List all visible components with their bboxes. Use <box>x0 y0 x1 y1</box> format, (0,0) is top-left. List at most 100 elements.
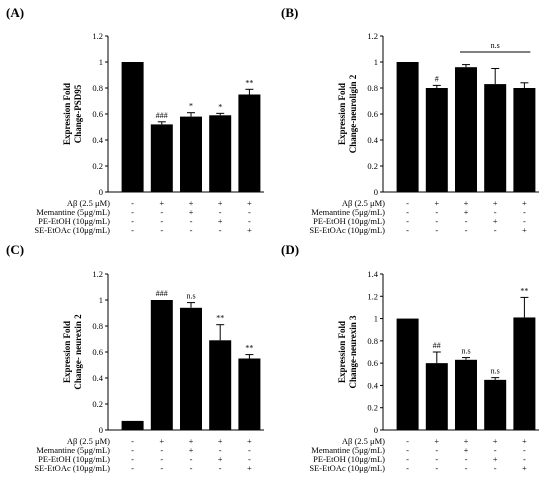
y-axis-label: Change-neurexin 3 <box>348 315 358 389</box>
y-tick-label: 1.4 <box>367 269 378 279</box>
treatment-mark: + <box>159 436 164 446</box>
treatment-label: Memantine (5μg/mL) <box>36 207 110 217</box>
bar-chart-svg: Expression Fold Change-neurexin 3 0 0.2 0.4 0… <box>309 269 539 473</box>
treatment-mark: - <box>406 225 409 235</box>
treatment-mark: + <box>218 216 223 226</box>
treatment-label: Memantine (5μg/mL) <box>36 445 110 455</box>
treatment-mark: - <box>160 454 163 464</box>
y-tick-label: 0.4 <box>367 135 378 145</box>
significance-label: ### <box>156 111 168 120</box>
significance-label: * <box>189 102 193 111</box>
treatment-mark: - <box>248 445 251 455</box>
treatment-mark: + <box>247 225 252 235</box>
y-tick-label: 0.4 <box>92 373 103 383</box>
treatment-mark: - <box>190 463 193 473</box>
treatment-mark: + <box>464 436 469 446</box>
treatment-label: Aβ (2.5 μM) <box>342 198 385 208</box>
treatment-mark: - <box>494 445 497 455</box>
bar <box>238 94 261 192</box>
treatment-label: SE-EtOAc (10μg/mL) <box>34 225 110 235</box>
treatment-mark: - <box>406 198 409 208</box>
treatment-mark: - <box>523 445 526 455</box>
treatment-mark: - <box>190 225 193 235</box>
treatment-mark: - <box>131 436 134 446</box>
significance-label: # <box>435 74 439 83</box>
treatment-mark: - <box>131 225 134 235</box>
y-tick-label: 0.4 <box>92 135 103 145</box>
bar-chart-svg: Expression Fold Change-PSD95 0 0.2 0.4 0.6 0.8… <box>34 31 264 235</box>
bar <box>513 317 536 430</box>
treatment-label: Aβ (2.5 μM) <box>67 436 110 446</box>
treatment-mark: + <box>493 436 498 446</box>
treatment-mark: - <box>190 454 193 464</box>
treatment-mark: + <box>247 436 252 446</box>
y-tick-label: 1.2 <box>367 31 378 41</box>
treatment-mark: - <box>219 463 222 473</box>
bar <box>455 359 477 430</box>
y-axis-label: Expression Fold <box>62 321 72 383</box>
treatment-mark: - <box>131 216 134 226</box>
chart-panel-b: (B) Expression Fold Change-neuroligin 2 0 0… <box>275 0 550 238</box>
treatment-mark: - <box>406 445 409 455</box>
treatment-mark: - <box>406 454 409 464</box>
significance-label: ** <box>520 286 528 295</box>
y-axis-label: Expression Fold <box>337 321 347 383</box>
bar <box>425 88 448 192</box>
treatment-mark: + <box>493 216 498 226</box>
y-axis-label: Change-neuroligin 2 <box>348 74 358 153</box>
bar <box>484 84 507 192</box>
treatment-mark: - <box>494 207 497 217</box>
treatment-mark: - <box>465 454 468 464</box>
y-tick-label: 0.8 <box>92 321 103 331</box>
treatment-label: Aβ (2.5 μM) <box>67 198 110 208</box>
y-tick-label: 0 <box>374 425 378 435</box>
bar <box>180 116 202 192</box>
y-tick-label: 0 <box>99 425 103 435</box>
treatment-mark: + <box>434 436 439 446</box>
treatment-label: PE-EtOH (10μg/mL) <box>38 454 110 464</box>
significance-label: n.s <box>186 292 195 301</box>
bar <box>238 358 261 430</box>
treatment-mark: - <box>465 463 468 473</box>
treatment-mark: - <box>219 225 222 235</box>
treatment-mark: - <box>248 454 251 464</box>
y-tick-label: 1 <box>99 57 103 67</box>
chart-panel-a: (A) Expression Fold Change-PSD95 0 0.2 0.4 0.… <box>0 0 275 238</box>
treatment-label: PE-EtOH (10μg/mL) <box>313 454 385 464</box>
bar <box>396 62 419 192</box>
treatment-mark: + <box>464 445 469 455</box>
chart-panel-d: (D) Expression Fold Change-neurexin 3 0 0.2… <box>275 238 550 476</box>
treatment-label: PE-EtOH (10μg/mL) <box>38 216 110 226</box>
treatment-mark: + <box>493 454 498 464</box>
treatment-mark: - <box>494 225 497 235</box>
treatment-mark: - <box>131 463 134 473</box>
treatment-mark: - <box>406 463 409 473</box>
treatment-mark: - <box>190 216 193 226</box>
treatment-mark: - <box>523 216 526 226</box>
treatment-mark: + <box>189 445 194 455</box>
y-tick-label: 0.2 <box>92 161 103 171</box>
bar <box>121 62 144 192</box>
y-axis-label: Change-PSD95 <box>73 84 83 143</box>
y-tick-label: 0.6 <box>92 109 103 119</box>
significance-label: ### <box>156 289 168 298</box>
treatment-mark: + <box>218 436 223 446</box>
treatment-mark: + <box>522 463 527 473</box>
bar-chart-svg: Expression Fold Change-neuroligin 2 0 0.2 0.… <box>309 31 539 235</box>
treatment-mark: + <box>522 225 527 235</box>
treatment-mark: - <box>523 207 526 217</box>
treatment-label: SE-EtOAc (10μg/mL) <box>309 225 385 235</box>
y-tick-label: 0.2 <box>367 161 378 171</box>
treatment-mark: - <box>219 207 222 217</box>
y-tick-label: 0.4 <box>367 380 378 390</box>
y-axis-label: Expression Fold <box>62 83 72 145</box>
treatment-label: Memantine (5μg/mL) <box>311 207 385 217</box>
panel-label: (C) <box>6 242 25 257</box>
bar <box>150 300 173 430</box>
bar <box>455 67 477 192</box>
treatment-mark: - <box>435 216 438 226</box>
treatment-mark: - <box>219 445 222 455</box>
treatment-label: PE-EtOH (10μg/mL) <box>313 216 385 226</box>
treatment-label: Memantine (5μg/mL) <box>311 445 385 455</box>
bar <box>484 379 507 430</box>
